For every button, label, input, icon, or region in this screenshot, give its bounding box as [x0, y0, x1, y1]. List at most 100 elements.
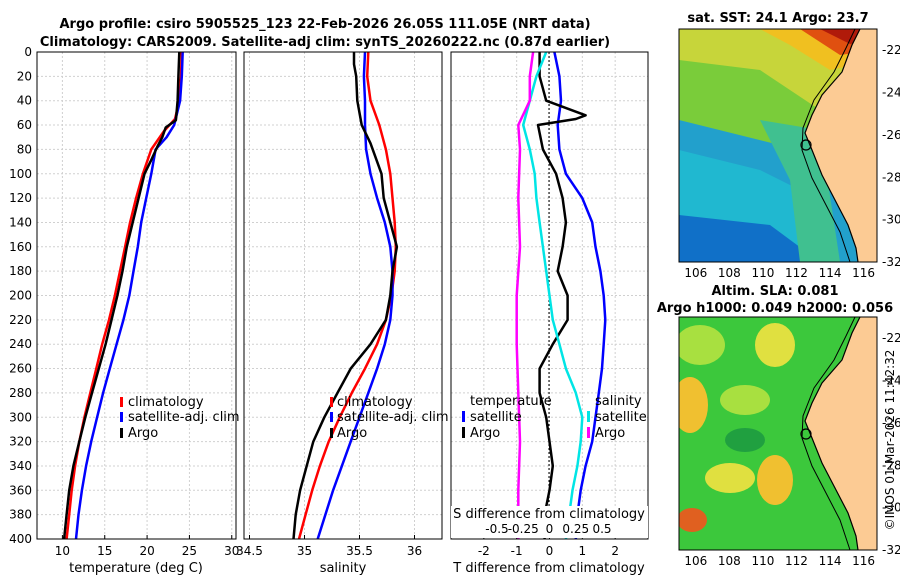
depth-tick-label: 240: [9, 337, 32, 351]
lat-tick-label: -32: [882, 543, 900, 557]
temperature-panel: 0 20 40 60 80 100 120 140 160 180 200 220 240 260 280 3…: [9, 45, 240, 576]
depth-tick-label: 140: [9, 215, 32, 229]
depth-tick-label: 400: [9, 532, 32, 546]
legend-swatch-satellite: [120, 412, 123, 422]
lon-tick-label: 112: [785, 554, 808, 568]
argo-float-marker: [800, 139, 812, 151]
isobath-contour: [801, 317, 856, 550]
lat-tick-label: -26: [882, 416, 900, 430]
lon-tick-label: 114: [819, 554, 842, 568]
legend-swatch-s-argo: [587, 427, 590, 438]
difference-lines: [515, 51, 607, 540]
depth-tick-label: 340: [9, 459, 32, 473]
salinity-xlabel: salinity: [320, 561, 367, 576]
legend-swatch-climatology: [330, 397, 333, 407]
argo-float-marker: [800, 428, 812, 440]
land-australia: [805, 29, 877, 262]
depth-tick-label: 200: [9, 289, 32, 303]
x-tick-label: 25: [182, 544, 197, 558]
depth-tick-labels: 0 20 40 60 80 100 120 140 160 180 200 220 240 260 280 3…: [9, 45, 32, 546]
s-difference-xlabel: S difference from climatology: [453, 507, 645, 522]
legend-label-climatology: climatology: [128, 395, 204, 410]
depth-tick-label: 0: [24, 45, 32, 59]
legend-swatch-t-satellite: [462, 411, 465, 422]
temperature-xlabel: temperature (deg C): [69, 561, 203, 576]
lon-tick-label: 114: [819, 266, 842, 280]
salinity-lines: [292, 51, 399, 540]
salinity-legend: climatology satellite-adj. clim Argo: [330, 395, 449, 441]
depth-tick-label: 280: [9, 386, 32, 400]
sst-lat-tick-labels: -22 -24 -26 -28 -30 -32: [882, 43, 900, 269]
coastline: [804, 29, 861, 262]
series-line-argo: [62, 51, 181, 540]
x-tick-label: 15: [97, 544, 112, 558]
legend-swatch-satellite: [330, 412, 333, 422]
sla-map-title-line1: Altim. SLA: 0.081: [712, 284, 839, 299]
temperature-grid: [37, 51, 236, 540]
x-tick-label: 35.5: [346, 544, 373, 558]
depth-tick-label: 180: [9, 264, 32, 278]
legend-label-t-argo: Argo: [470, 426, 500, 441]
difference-panel: -2 -1 0 1 2 T difference from climatology S …: [450, 51, 649, 576]
sla-lon-tick-labels: 106 108 110 112 114 116: [684, 554, 875, 568]
depth-tick-label: 380: [9, 508, 32, 522]
x-tick-label: -1: [511, 544, 523, 558]
series-line-argo-t-diff: [536, 52, 587, 539]
depth-tick-label: 60: [17, 118, 32, 132]
s-tick-label: -0.25: [508, 522, 539, 536]
series-line-satellite-s-diff: [521, 51, 584, 540]
lon-tick-label: 110: [751, 266, 774, 280]
s-difference-x-tick-labels: -0.5 -0.25 0 0.25 0.5: [485, 522, 611, 536]
x-tick-label: 1: [579, 544, 587, 558]
temperature-lines: [62, 51, 184, 540]
legend-swatch-argo: [330, 428, 333, 438]
lat-tick-label: -24: [882, 86, 900, 100]
depth-tick-label: 220: [9, 313, 32, 327]
s-tick-label: -0.5: [485, 522, 508, 536]
sst-field: [679, 29, 877, 262]
depth-tick-label: 20: [17, 69, 32, 83]
temperature-legend: climatology satellite-adj. clim Argo: [120, 395, 240, 441]
series-line-argo-s-diff: [515, 51, 535, 539]
x-tick-label: 34.5: [236, 544, 263, 558]
lon-tick-label: 116: [852, 266, 875, 280]
t-difference-x-tick-labels: -2 -1 0 1 2: [478, 535, 619, 558]
legend-title-salinity: salinity: [595, 394, 642, 409]
sla-map-frame: [678, 316, 878, 551]
legend-label-argo: Argo: [337, 426, 367, 441]
depth-tick-label: 160: [9, 240, 32, 254]
legend-label-argo: Argo: [128, 426, 158, 441]
x-tick-label: 30: [224, 544, 239, 558]
sla-map-title-line2: Argo h1000: 0.049 h2000: 0.056: [657, 301, 893, 316]
land-australia: [805, 317, 877, 550]
depth-tick-label: 120: [9, 191, 32, 205]
lat-tick-label: -28: [882, 458, 900, 472]
lon-tick-label: 106: [684, 554, 707, 568]
x-tick-label: 2: [611, 544, 619, 558]
imos-watermark: ©IMOS 01-Mar-2026 11:42:32: [883, 350, 897, 531]
lat-tick-label: -30: [882, 501, 900, 515]
x-tick-label: 35: [297, 544, 312, 558]
difference-legend: temperature satellite Argo salinity sate…: [462, 394, 647, 441]
lat-tick-label: -32: [882, 255, 900, 269]
legend-title-temperature: temperature: [470, 394, 552, 409]
x-tick-label: 36: [407, 544, 422, 558]
salinity-axes-box: [243, 51, 443, 540]
x-tick-label: 0: [546, 544, 554, 558]
legend-swatch-argo: [120, 428, 123, 438]
legend-label-climatology: climatology: [337, 395, 413, 410]
lon-tick-label: 110: [751, 554, 774, 568]
isobath-contour: [801, 29, 856, 262]
figure-title-line2: Climatology: CARS2009. Satellite-adj cli…: [40, 35, 610, 50]
s-tick-label: 0.5: [592, 522, 611, 536]
sla-field: [679, 317, 877, 550]
lat-tick-label: -24: [882, 374, 900, 388]
x-tick-label: -2: [478, 544, 490, 558]
sla-map: Altim. SLA: 0.081 Argo h1000: 0.049 h200…: [657, 284, 900, 568]
sst-map-title: sat. SST: 24.1 Argo: 23.7: [687, 11, 868, 26]
figure-title-line1: Argo profile: csiro 5905525_123 22-Feb-2…: [59, 17, 590, 32]
series-line-satellite-t-diff: [553, 51, 607, 540]
temperature-axes-box: [36, 51, 237, 540]
lon-tick-label: 108: [718, 554, 741, 568]
